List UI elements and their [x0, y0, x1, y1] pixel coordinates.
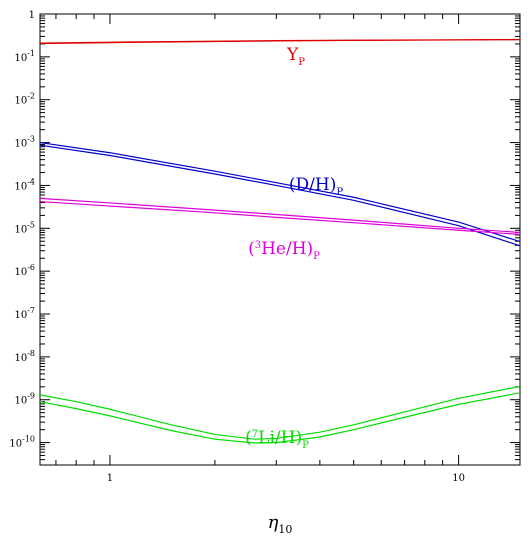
series-1-band-1 — [40, 141, 520, 243]
series-label-3: (7Li/H)P — [245, 428, 309, 451]
y-tick-label: 10-8 — [14, 349, 35, 364]
plot-frame — [39, 13, 521, 466]
x-tick-label: 1 — [107, 473, 113, 484]
y-tick-label: 10-3 — [14, 135, 35, 150]
series-0-band-1 — [40, 38, 520, 44]
x-axis-title: η10 — [268, 512, 293, 536]
series-3-band-1 — [40, 385, 520, 440]
series-label-2: (3He/H)P — [248, 239, 320, 262]
y-tick-label: 10-7 — [14, 306, 35, 321]
series-2-band-0 — [40, 200, 520, 236]
y-tick-label: 10-9 — [14, 392, 35, 407]
y-tick-label: 10-10 — [9, 435, 35, 450]
y-tick-label: 10-4 — [14, 177, 35, 192]
x-tick-label: 10 — [452, 473, 465, 484]
series-label-1: (D/H)P — [289, 175, 343, 198]
series-1-band-0 — [40, 144, 520, 247]
y-tick-label: 10-5 — [14, 220, 35, 235]
y-tick-label: 10-2 — [14, 92, 35, 107]
series-label-0: YP — [286, 45, 305, 68]
series-3-band-0 — [40, 392, 520, 444]
y-tick-label: 10-1 — [14, 49, 35, 64]
y-tick-label: 10-6 — [14, 263, 35, 278]
series-2-band-1 — [40, 197, 520, 234]
y-tick-label: 1 — [29, 10, 35, 21]
